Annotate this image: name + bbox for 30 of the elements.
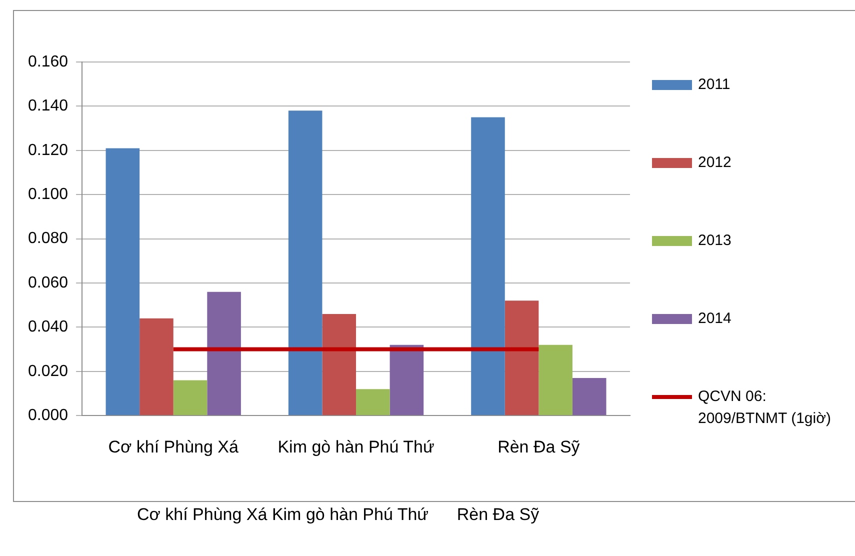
- x-tick-label: Kim gò hàn Phú Thứ: [278, 437, 434, 456]
- legend-label: 2014: [698, 309, 732, 329]
- text: Cơ khí Phùng Xá Kim gò hàn Phú Thứ Rèn Đa Sỹ: [137, 505, 540, 525]
- y-tick-label: 0.100: [28, 186, 68, 204]
- x-tick-label: Cơ khí Phùng Xá: [108, 437, 240, 456]
- legend-label: 2013: [698, 231, 732, 251]
- y-tick-label: 0.020: [28, 362, 68, 380]
- bar: [390, 344, 424, 416]
- bar: [173, 380, 208, 416]
- bar: [207, 292, 241, 416]
- bar: [140, 318, 174, 416]
- y-tick-label: 0.160: [28, 53, 68, 70]
- bar: [538, 344, 572, 416]
- bar: [471, 117, 505, 416]
- y-tick-label: 0.000: [28, 407, 68, 424]
- bar: [504, 300, 539, 416]
- legend-label: QCVN 06: 2009/BTNMT (1giờ): [698, 387, 832, 429]
- x-tick-label: Rèn Đa Sỹ: [498, 437, 580, 456]
- bar: [356, 389, 390, 416]
- y-tick-label: 0.080: [28, 230, 68, 248]
- bar: [106, 148, 140, 416]
- y-tick-label: 0.140: [28, 98, 68, 115]
- y-tick-label: 0.040: [28, 318, 68, 336]
- legend-label: 2012: [698, 153, 732, 173]
- legend-label: 2011: [698, 75, 730, 95]
- y-tick-label: 0.120: [28, 142, 68, 159]
- bar: [322, 314, 356, 416]
- y-tick-label: 0.060: [28, 274, 68, 292]
- bar: [288, 110, 322, 416]
- bar: [572, 378, 606, 416]
